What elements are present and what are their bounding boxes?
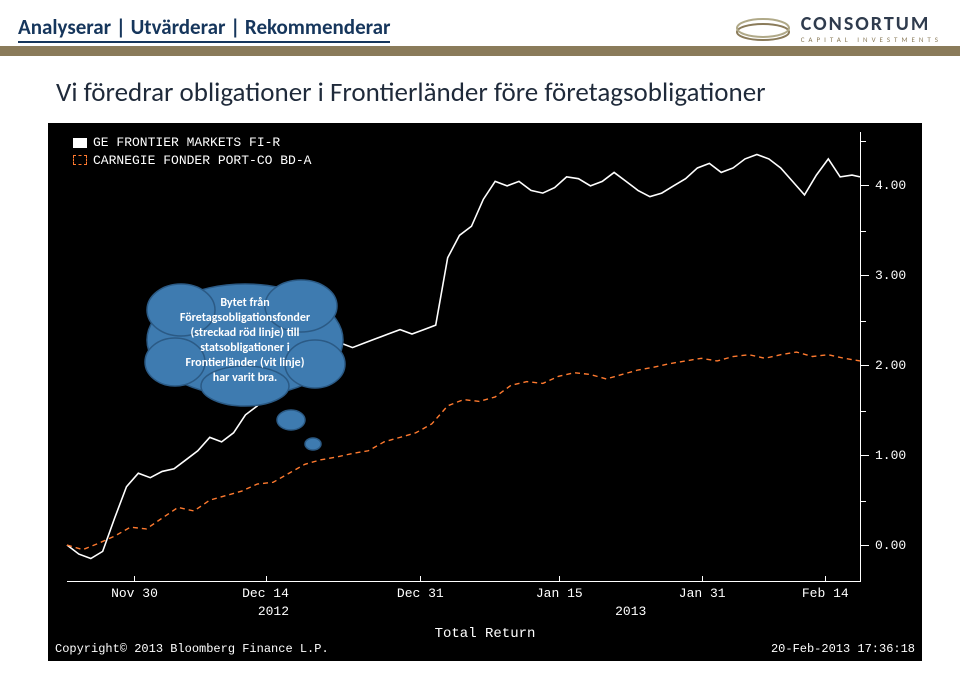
x-axis-title: Total Return bbox=[435, 626, 536, 642]
y-tick: 3.00 bbox=[861, 268, 906, 283]
y-tick: 1.00 bbox=[861, 448, 906, 463]
legend-swatch-solid-icon bbox=[73, 138, 87, 148]
header-tagline: Analyserar | Utvärderar | Rekommenderar bbox=[18, 14, 390, 43]
y-tick: 0.00 bbox=[861, 538, 906, 553]
x-axis: Nov 30 Dec 14 Dec 31 Jan 15 Jan 31 Feb 14 2012… bbox=[67, 582, 861, 622]
y-minor-tick bbox=[861, 411, 866, 412]
x-tick-label: Jan 31 bbox=[679, 586, 726, 601]
x-year-label: 2013 bbox=[615, 604, 646, 619]
header: Analyserar | Utvärderar | Rekommenderar … bbox=[0, 0, 960, 56]
legend-row: GE FRONTIER MARKETS FI-R bbox=[73, 134, 311, 152]
x-tick-label: Dec 31 bbox=[397, 586, 444, 601]
y-minor-tick bbox=[861, 141, 866, 142]
company-name: CONSORTUM bbox=[801, 14, 942, 34]
x-tick-mark bbox=[825, 576, 826, 582]
x-tick-mark bbox=[420, 576, 421, 582]
y-tick: 2.00 bbox=[861, 358, 906, 373]
chart-legend: GE FRONTIER MARKETS FI-R CARNEGIE FONDER… bbox=[73, 134, 311, 169]
x-tick-mark bbox=[702, 576, 703, 582]
x-tick-mark bbox=[266, 576, 267, 582]
y-minor-tick bbox=[861, 231, 866, 232]
y-minor-tick bbox=[861, 501, 866, 502]
x-tick-label: Dec 14 bbox=[242, 586, 289, 601]
plot-area: Bytet frånFöretagsobligationsfonder(stre… bbox=[67, 132, 861, 582]
legend-swatch-dashed-icon bbox=[73, 155, 87, 165]
logo-swoosh-icon bbox=[733, 14, 793, 42]
callout-cloud: Bytet frånFöretagsobligationsfonder(stre… bbox=[131, 262, 359, 412]
legend-row: CARNEGIE FONDER PORT-CO BD-A bbox=[73, 152, 311, 170]
x-tick-label: Nov 30 bbox=[111, 586, 158, 601]
callout-text: Bytet frånFöretagsobligationsfonder(stre… bbox=[147, 296, 343, 386]
slide-title: Vi föredrar obligationer i Frontierlände… bbox=[0, 56, 960, 119]
chart-copyright: Copyright© 2013 Bloomberg Finance L.P. bbox=[55, 642, 329, 656]
company-subtitle: CAPITAL INVESTMENTS bbox=[801, 36, 942, 43]
y-minor-tick bbox=[861, 321, 866, 322]
logo-text: CONSORTUM CAPITAL INVESTMENTS bbox=[801, 14, 942, 43]
x-tick-mark bbox=[134, 576, 135, 582]
chart-container: Bytet frånFöretagsobligationsfonder(stre… bbox=[48, 123, 922, 661]
header-stripe bbox=[0, 46, 960, 56]
chart-timestamp: 20-Feb-2013 17:36:18 bbox=[771, 642, 915, 656]
legend-label: GE FRONTIER MARKETS FI-R bbox=[93, 134, 280, 152]
legend-label: CARNEGIE FONDER PORT-CO BD-A bbox=[93, 152, 311, 170]
logo: CONSORTUM CAPITAL INVESTMENTS bbox=[733, 14, 942, 43]
y-axis: 0.00 1.00 2.00 3.00 4.00 bbox=[861, 132, 921, 582]
x-tick-label: Jan 15 bbox=[536, 586, 583, 601]
x-year-label: 2012 bbox=[258, 604, 289, 619]
x-tick-label: Feb 14 bbox=[802, 586, 849, 601]
x-tick-mark bbox=[559, 576, 560, 582]
y-tick: 4.00 bbox=[861, 178, 906, 193]
